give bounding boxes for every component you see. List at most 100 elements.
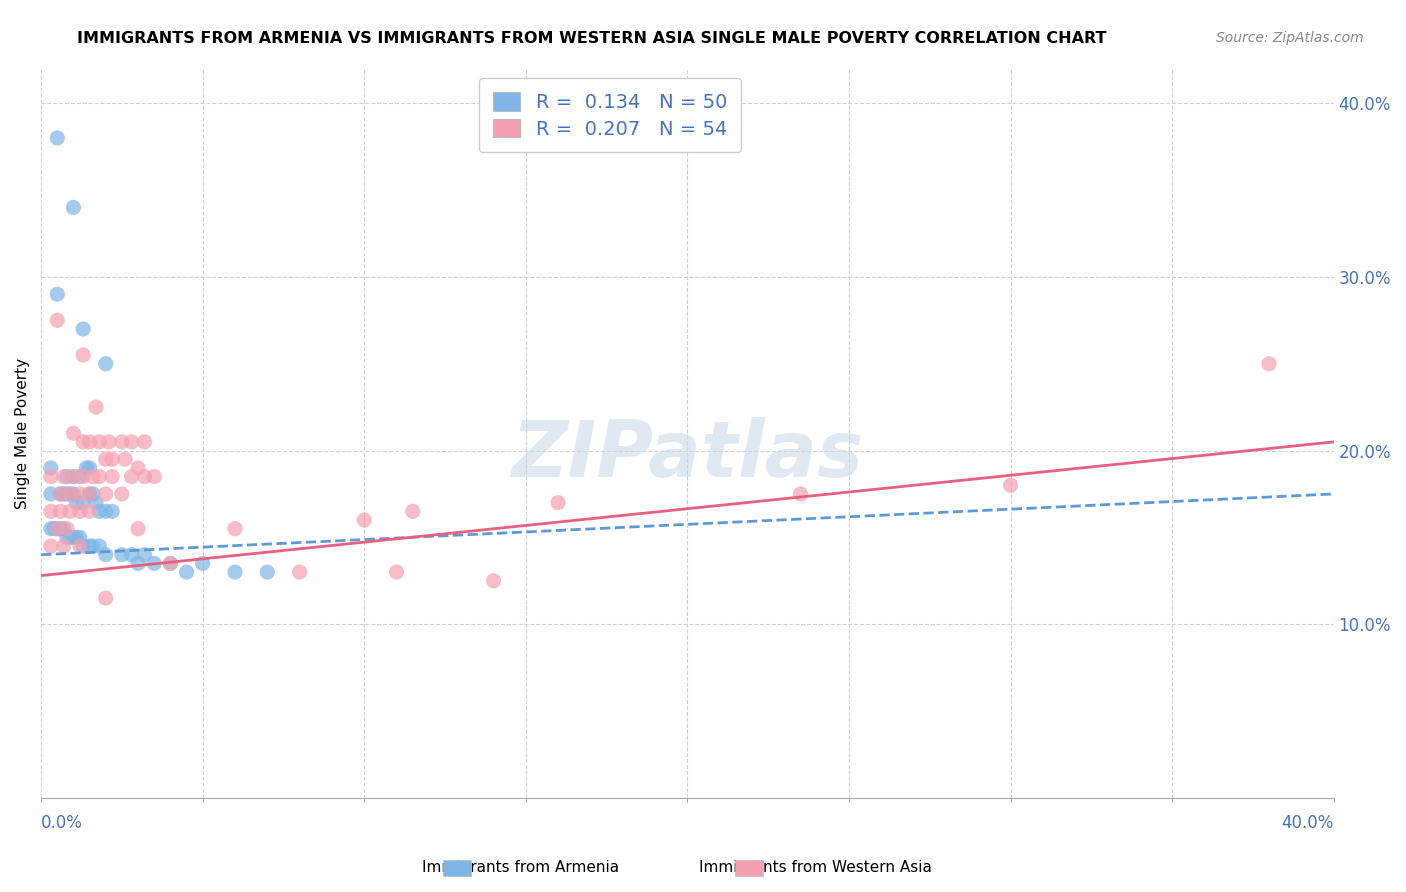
- Point: [72, 348, 94, 362]
- Legend: R =  0.134   N = 50, R =  0.207   N = 54: R = 0.134 N = 50, R = 0.207 N = 54: [479, 78, 741, 153]
- Point: [56, 487, 79, 501]
- Point: [69, 504, 91, 518]
- Point: [52, 539, 75, 553]
- Point: [49, 522, 72, 536]
- Point: [56, 522, 79, 536]
- Point: [75, 461, 97, 475]
- Point: [134, 469, 156, 483]
- Point: [101, 504, 124, 518]
- Point: [159, 557, 181, 571]
- Point: [62, 487, 84, 501]
- Point: [79, 539, 101, 553]
- Point: [72, 469, 94, 483]
- Point: [1000, 478, 1022, 492]
- Point: [49, 504, 72, 518]
- Point: [114, 452, 136, 467]
- Point: [62, 469, 84, 483]
- Point: [82, 469, 104, 483]
- Point: [224, 522, 246, 536]
- Point: [52, 522, 75, 536]
- Point: [89, 539, 111, 553]
- Point: [1258, 357, 1281, 371]
- Text: IMMIGRANTS FROM ARMENIA VS IMMIGRANTS FROM WESTERN ASIA SINGLE MALE POVERTY CORR: IMMIGRANTS FROM ARMENIA VS IMMIGRANTS FR…: [77, 31, 1107, 46]
- Point: [121, 434, 143, 449]
- Point: [143, 557, 166, 571]
- Text: 0.0%: 0.0%: [41, 814, 83, 832]
- Point: [159, 557, 181, 571]
- Point: [482, 574, 505, 588]
- Point: [94, 452, 117, 467]
- Text: Source: ZipAtlas.com: Source: ZipAtlas.com: [1216, 31, 1364, 45]
- Point: [111, 487, 134, 501]
- Point: [547, 495, 569, 509]
- Point: [42, 522, 65, 536]
- Point: [79, 434, 101, 449]
- Point: [46, 522, 69, 536]
- Point: [39, 539, 62, 553]
- Point: [59, 487, 82, 501]
- Point: [59, 504, 82, 518]
- Y-axis label: Single Male Poverty: Single Male Poverty: [15, 358, 30, 508]
- Point: [66, 530, 89, 544]
- Point: [62, 530, 84, 544]
- Point: [94, 357, 117, 371]
- Point: [59, 530, 82, 544]
- Point: [111, 548, 134, 562]
- Point: [121, 548, 143, 562]
- Point: [69, 487, 91, 501]
- Point: [191, 557, 214, 571]
- Point: [94, 504, 117, 518]
- Point: [94, 548, 117, 562]
- Point: [256, 565, 278, 579]
- Point: [46, 522, 69, 536]
- Point: [111, 434, 134, 449]
- Point: [39, 487, 62, 501]
- Point: [89, 469, 111, 483]
- Point: [39, 461, 62, 475]
- Point: [127, 557, 149, 571]
- Point: [79, 487, 101, 501]
- Point: [79, 504, 101, 518]
- Point: [46, 313, 69, 327]
- Point: [101, 469, 124, 483]
- Point: [52, 487, 75, 501]
- Text: 40.0%: 40.0%: [1281, 814, 1334, 832]
- Text: Immigrants from Western Asia: Immigrants from Western Asia: [699, 860, 932, 874]
- Point: [46, 287, 69, 301]
- Point: [89, 504, 111, 518]
- Point: [39, 469, 62, 483]
- Point: [288, 565, 311, 579]
- Point: [39, 504, 62, 518]
- Point: [385, 565, 408, 579]
- Point: [49, 487, 72, 501]
- Point: [94, 591, 117, 606]
- Point: [84, 495, 107, 509]
- Point: [69, 530, 91, 544]
- Point: [353, 513, 375, 527]
- Point: [62, 469, 84, 483]
- Point: [69, 469, 91, 483]
- Point: [82, 487, 104, 501]
- Point: [134, 434, 156, 449]
- Point: [127, 522, 149, 536]
- Point: [56, 530, 79, 544]
- Point: [56, 469, 79, 483]
- Point: [59, 487, 82, 501]
- Point: [789, 487, 811, 501]
- Point: [127, 461, 149, 475]
- Point: [69, 539, 91, 553]
- Point: [101, 452, 124, 467]
- Point: [98, 434, 121, 449]
- Point: [66, 495, 89, 509]
- Point: [224, 565, 246, 579]
- Point: [62, 426, 84, 441]
- Point: [84, 400, 107, 414]
- Point: [52, 469, 75, 483]
- Point: [402, 504, 425, 518]
- Text: Immigrants from Armenia: Immigrants from Armenia: [422, 860, 619, 874]
- Point: [176, 565, 198, 579]
- Point: [79, 461, 101, 475]
- Point: [62, 201, 84, 215]
- Text: ZIPatlas: ZIPatlas: [512, 417, 863, 493]
- Point: [72, 434, 94, 449]
